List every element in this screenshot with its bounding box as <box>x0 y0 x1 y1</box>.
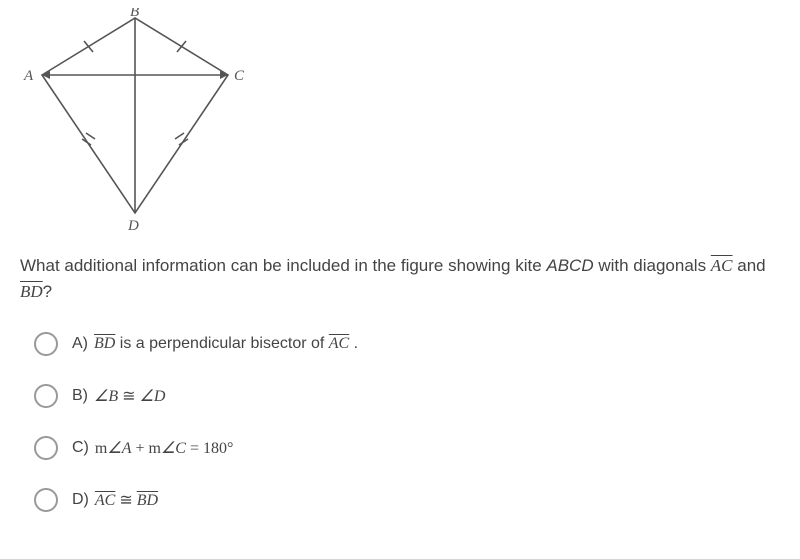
answer-d-letter: D) <box>72 491 89 509</box>
answer-c-a1: ∠A <box>107 440 131 457</box>
answer-c-plus: + <box>131 440 148 457</box>
answer-c-m1: m <box>95 440 107 457</box>
answer-d-row[interactable]: D) AC ≅ BD <box>34 488 780 512</box>
answer-a-row[interactable]: A) BD is a perpendicular bisector of AC … <box>34 332 780 356</box>
question-prefix: What additional information can be inclu… <box>20 256 546 275</box>
answer-b-letter: B) <box>72 387 88 405</box>
question-mid: with diagonals <box>594 256 711 275</box>
question-and: and <box>733 256 766 275</box>
answer-c-row[interactable]: C) m∠A + m∠C = 180° <box>34 436 780 460</box>
question-seg1: AC <box>711 256 733 275</box>
question-text: What additional information can be inclu… <box>20 253 780 304</box>
kite-figure: A B C D <box>20 8 780 233</box>
radio-c[interactable] <box>34 436 58 460</box>
label-a: A <box>23 68 34 84</box>
answer-d-seg2: BD <box>137 492 158 509</box>
answer-a-seg1: BD <box>94 335 115 352</box>
answer-c-m2: m <box>149 440 161 457</box>
kite-svg: A B C D <box>20 8 250 233</box>
radio-b[interactable] <box>34 384 58 408</box>
question-suffix: ? <box>43 282 52 301</box>
answer-d-label: D) AC ≅ BD <box>72 490 158 510</box>
answer-a-letter: A) <box>72 335 88 353</box>
tick-cd-2 <box>175 133 184 139</box>
answer-c-eq: = 180° <box>186 440 233 457</box>
radio-a[interactable] <box>34 332 58 356</box>
label-d: D <box>127 218 139 233</box>
answer-b-row[interactable]: B) ∠B ≅ ∠D <box>34 384 780 408</box>
answer-a-label: A) BD is a perpendicular bisector of AC … <box>72 335 358 353</box>
question-seg2: BD <box>20 282 43 301</box>
answer-c-label: C) m∠A + m∠C = 180° <box>72 438 233 458</box>
answer-a-mid: is a perpendicular bisector of <box>115 335 328 352</box>
answer-c-a2: ∠C <box>161 440 186 457</box>
answers-list: A) BD is a perpendicular bisector of AC … <box>20 332 780 512</box>
answer-d-seg1: AC <box>95 492 115 509</box>
label-c: C <box>234 68 245 84</box>
tick-ab <box>84 41 93 52</box>
tick-ad-2 <box>86 133 95 139</box>
answer-d-cong: ≅ <box>115 492 136 509</box>
question-kite-name: ABCD <box>546 256 593 275</box>
answer-a-seg2: AC <box>329 335 349 352</box>
answer-a-suffix: . <box>349 335 358 352</box>
answer-b-label: B) ∠B ≅ ∠D <box>72 386 165 406</box>
tick-bc <box>177 41 186 52</box>
answer-b-cong: ≅ <box>118 388 139 405</box>
label-b: B <box>130 8 139 20</box>
answer-b-angle1: ∠B <box>94 388 118 405</box>
answer-c-letter: C) <box>72 439 89 457</box>
answer-b-angle2: ∠D <box>140 388 166 405</box>
radio-d[interactable] <box>34 488 58 512</box>
